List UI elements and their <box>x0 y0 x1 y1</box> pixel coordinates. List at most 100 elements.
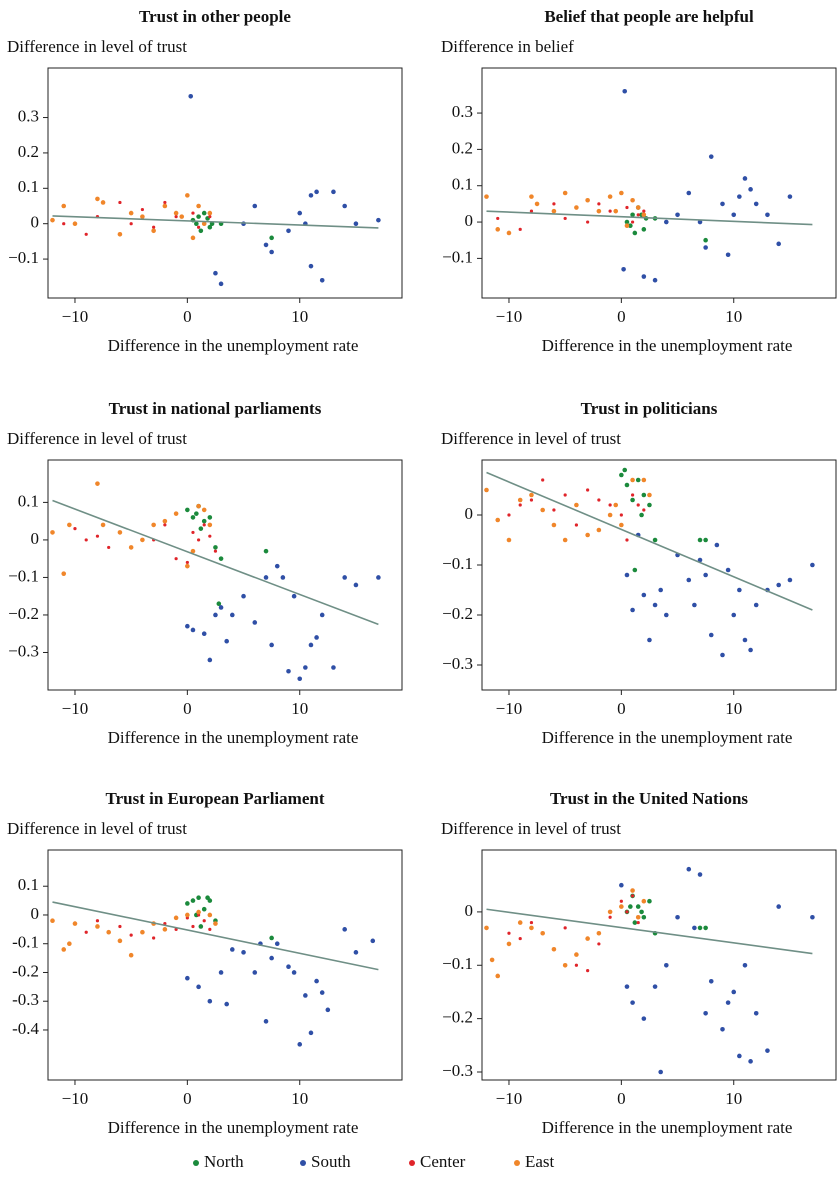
y-tick-label: 0.1 <box>18 875 39 894</box>
data-point <box>185 563 190 569</box>
data-point <box>636 503 640 507</box>
data-point <box>216 601 222 607</box>
data-point <box>198 228 204 234</box>
data-point <box>586 488 590 492</box>
data-point <box>198 526 204 531</box>
data-point <box>269 235 274 241</box>
data-point <box>218 556 224 561</box>
data-point <box>518 227 522 231</box>
data-point <box>191 924 195 929</box>
x-axis-label: Difference in the unemployment rate <box>108 1118 359 1137</box>
x-tick-label: 0 <box>183 307 192 326</box>
data-point <box>703 237 708 243</box>
data-point <box>61 571 67 576</box>
y-tick-label: −0.3 <box>442 1061 473 1080</box>
data-point <box>596 208 602 214</box>
data-point <box>608 209 612 213</box>
data-point <box>720 652 725 658</box>
data-point <box>624 482 630 488</box>
data-point <box>647 637 652 643</box>
data-point <box>72 221 78 226</box>
data-point <box>619 513 623 517</box>
data-point <box>118 200 122 205</box>
y-axis-label: Difference in level of trust <box>7 37 187 56</box>
data-point <box>185 912 190 918</box>
y-tick-label: 0.1 <box>452 175 473 194</box>
data-point <box>787 577 793 583</box>
data-point <box>647 492 652 498</box>
y-tick-label: −0.2 <box>442 604 473 623</box>
data-point <box>628 904 633 909</box>
data-point <box>552 508 556 512</box>
chart-title: Trust in other people <box>139 7 291 26</box>
data-point <box>201 906 207 912</box>
x-tick-label: −10 <box>62 699 89 718</box>
data-point <box>140 929 145 935</box>
y-tick-label: 0 <box>31 904 40 923</box>
data-point <box>585 936 590 941</box>
data-point <box>84 930 88 934</box>
data-point <box>647 502 652 508</box>
y-tick-label: 0.1 <box>18 491 39 510</box>
data-point <box>563 216 567 221</box>
data-point <box>205 895 210 901</box>
data-point <box>152 936 156 940</box>
data-point <box>607 512 613 518</box>
data-point <box>100 200 106 205</box>
x-axis-label: Difference in the unemployment rate <box>108 728 359 747</box>
data-point <box>574 523 579 527</box>
data-point <box>308 642 314 648</box>
data-point <box>151 522 156 528</box>
data-point <box>708 632 714 638</box>
data-point <box>506 230 512 236</box>
data-point <box>624 223 630 228</box>
data-point <box>636 213 640 217</box>
data-point <box>652 277 658 283</box>
data-point <box>319 990 325 995</box>
data-point <box>342 575 347 580</box>
data-point <box>241 950 246 955</box>
data-point <box>641 592 647 598</box>
data-point <box>207 522 213 528</box>
data-point <box>162 518 168 524</box>
fit-line <box>52 499 379 626</box>
data-point <box>191 530 195 535</box>
data-point <box>562 962 568 968</box>
data-point <box>50 530 55 535</box>
data-point <box>647 898 652 904</box>
x-tick-label: 0 <box>617 699 626 718</box>
data-point <box>639 909 644 915</box>
data-point <box>720 201 725 207</box>
data-point <box>117 530 123 535</box>
data-point <box>61 203 67 209</box>
data-point <box>196 538 201 542</box>
data-point <box>269 249 274 255</box>
data-point <box>630 197 635 203</box>
data-point <box>95 924 100 929</box>
data-point <box>586 969 590 973</box>
x-axis-label: Difference in the unemployment rate <box>542 1118 793 1137</box>
x-tick-label: 0 <box>617 307 626 326</box>
data-point <box>624 572 630 578</box>
x-tick-label: −10 <box>496 1089 523 1108</box>
data-point <box>748 187 753 192</box>
data-point <box>563 926 567 930</box>
data-point <box>230 947 235 952</box>
x-tick-label: 10 <box>725 699 742 718</box>
data-point <box>213 921 218 926</box>
y-tick-label: 0.3 <box>18 106 39 125</box>
data-point <box>213 549 218 553</box>
data-point <box>224 1001 229 1007</box>
data-point <box>574 205 579 210</box>
data-point <box>196 225 201 229</box>
data-point <box>194 511 199 516</box>
data-point <box>274 563 280 569</box>
data-point <box>641 914 647 920</box>
data-point <box>725 567 731 573</box>
data-point <box>201 210 207 216</box>
chart-title: Trust in national parliaments <box>109 399 322 418</box>
y-tick-label: -0.4 <box>12 1019 39 1038</box>
data-point <box>507 931 511 935</box>
x-tick-label: 0 <box>183 1089 192 1108</box>
data-point <box>484 487 489 493</box>
